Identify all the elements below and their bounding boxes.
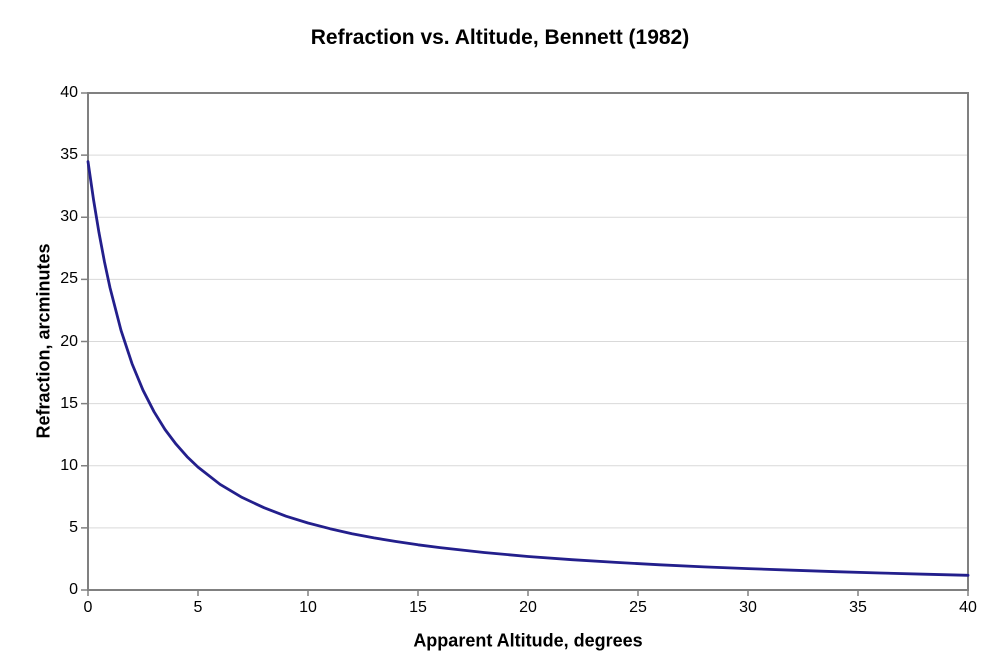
x-tick-label: 5 [193, 599, 203, 616]
x-tick-label: 20 [519, 599, 537, 616]
y-tick-label: 15 [60, 394, 78, 412]
y-tick-label: 40 [60, 84, 78, 101]
x-tick-label: 30 [739, 599, 757, 616]
x-tick-label: 35 [849, 599, 867, 616]
chart-title: Refraction vs. Altitude, Bennett (1982) [310, 26, 690, 49]
x-axis-title: Apparent Altitude, degrees [413, 630, 643, 651]
y-tick-label: 25 [60, 270, 78, 288]
x-tick-label: 15 [409, 599, 427, 616]
refraction-curve [86, 160, 970, 577]
y-tick-label: 5 [69, 518, 78, 536]
y-tick-label: 30 [60, 208, 78, 226]
y-tick-label: 35 [60, 146, 78, 164]
y-tick-label: 10 [60, 456, 78, 474]
y-tick-label: 0 [69, 581, 78, 598]
plot-area [81, 92, 970, 596]
y-tick-label: 20 [60, 332, 78, 350]
x-tick-label: 40 [959, 599, 977, 616]
refraction-curve-svg [81, 92, 970, 596]
x-tick-label: 25 [629, 599, 647, 616]
x-tick-label: 0 [83, 599, 93, 616]
x-tick-label: 10 [299, 599, 317, 616]
